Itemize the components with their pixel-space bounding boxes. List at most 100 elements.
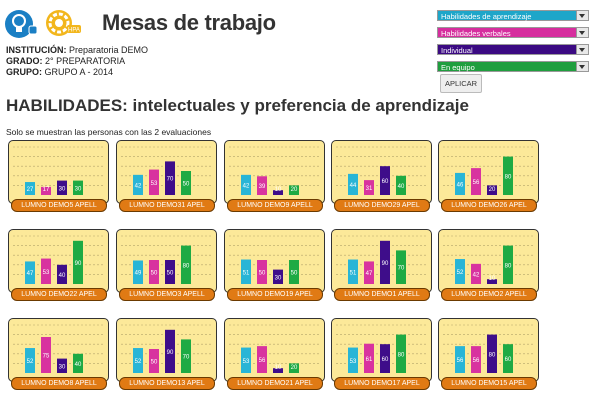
data-label: 47 [27, 271, 34, 277]
data-label: 53 [243, 359, 250, 365]
data-label: 70 [167, 177, 174, 183]
data-label: 50 [183, 182, 190, 188]
student-chart-card[interactable]: 51 47 90 70 LUMNO DEMO1 APELL [331, 229, 432, 301]
chevron-down-icon[interactable] [576, 11, 588, 20]
bar [41, 337, 51, 373]
group-value: GRUPO A - 2014 [44, 67, 114, 77]
data-label: 40 [398, 184, 405, 190]
student-chart-card[interactable]: 52 50 90 70 LUMNO DEMO13 APEL [116, 318, 217, 390]
chevron-down-icon[interactable] [576, 45, 588, 54]
data-label: 52 [27, 359, 34, 365]
data-label: 10 [275, 365, 282, 371]
bar [455, 172, 465, 195]
student-name-label[interactable]: LUMNO DEMO15 APEL [441, 377, 537, 390]
data-label: 56 [259, 358, 266, 364]
bar [181, 339, 191, 373]
student-chart-card[interactable]: 44 31 60 40 LUMNO DEMO29 APEL [331, 140, 432, 212]
logo-badge-text: HPA [68, 28, 80, 34]
data-label: 20 [489, 187, 496, 193]
student-name-label[interactable]: LUMNO DEMO21 APEL [227, 377, 323, 390]
data-label: 42 [135, 183, 142, 189]
bar [487, 185, 497, 195]
data-label: 50 [151, 360, 158, 366]
data-label: 42 [243, 183, 250, 189]
student-chart-card[interactable]: 49 50 50 80 LUMNO DEMO3 APELL [116, 229, 217, 301]
student-name-label[interactable]: LUMNO DEMO19 APEL [227, 288, 323, 301]
data-label: 56 [457, 358, 464, 364]
info-block: INSTITUCIÓN: Preparatoria DEMO GRADO: 2°… [6, 45, 148, 78]
student-chart-card[interactable]: 42 53 70 50 LUMNO DEMO31 APEL [116, 140, 217, 212]
select-value: Habilidades verbales [441, 29, 511, 38]
student-name-label[interactable]: LUMNO DEMO26 APEL [441, 199, 537, 212]
student-name-label[interactable]: LUMNO DEMO22 APEL [11, 288, 107, 301]
bar [257, 176, 267, 195]
data-label: 80 [398, 352, 405, 358]
bar [396, 334, 406, 373]
grade-label: GRADO: [6, 56, 43, 66]
bar [396, 250, 406, 284]
bar-chart: 52 50 90 70 [121, 324, 212, 373]
student-name-label[interactable]: LUMNO DEMO9 APELL [227, 199, 323, 212]
bar [364, 343, 374, 373]
bar [289, 260, 299, 284]
filter-panel: Habilidades de aprendizaje Habilidades v… [437, 10, 589, 78]
data-label: 53 [350, 359, 357, 365]
gear-icon: HPA [46, 10, 81, 36]
data-label: 20 [291, 365, 298, 371]
data-label: 44 [350, 183, 357, 189]
student-name-label[interactable]: LUMNO DEMO17 APEL [334, 377, 430, 390]
institution-label: INSTITUCIÓN: [6, 45, 67, 55]
student-name-label[interactable]: LUMNO DEMO29 APEL [334, 199, 430, 212]
data-label: 31 [366, 186, 373, 192]
data-label: 70 [398, 266, 405, 272]
student-chart-card[interactable]: 27 17 30 30 LUMNO DEMO5 APELL [8, 140, 109, 212]
select-team[interactable]: En equipo [437, 61, 589, 72]
student-chart-card[interactable]: 42 39 10 20 LUMNO DEMO9 APELL [224, 140, 325, 212]
chevron-down-icon[interactable] [576, 28, 588, 37]
student-name-label[interactable]: LUMNO DEMO13 APEL [119, 377, 215, 390]
student-chart-card[interactable]: 53 61 60 80 LUMNO DEMO17 APEL [331, 318, 432, 390]
student-chart-card[interactable]: 52 75 30 40 LUMNO DEMO8 APELL [8, 318, 109, 390]
student-name-label[interactable]: LUMNO DEMO3 APELL [119, 288, 215, 301]
student-chart-card[interactable]: 56 56 80 60 LUMNO DEMO15 APEL [438, 318, 539, 390]
data-label: 10 [275, 187, 282, 193]
data-label: 80 [505, 263, 512, 269]
bar [241, 174, 251, 195]
bar [348, 259, 358, 284]
select-verbal-skills[interactable]: Habilidades verbales [437, 27, 589, 38]
bar [380, 240, 390, 284]
student-chart-card[interactable]: 47 53 40 90 LUMNO DEMO22 APEL [8, 229, 109, 301]
bar [348, 173, 358, 195]
chevron-down-icon[interactable] [576, 62, 588, 71]
bar [273, 190, 283, 195]
bar-chart: 47 53 40 90 [13, 235, 104, 284]
data-label: 20 [291, 187, 298, 193]
bar [73, 353, 83, 373]
apply-button[interactable]: APLICAR [440, 74, 482, 93]
gear-logo: HPA [42, 6, 82, 40]
data-label: 51 [350, 270, 357, 276]
bar [348, 347, 358, 373]
student-name-label[interactable]: LUMNO DEMO1 APELL [334, 288, 430, 301]
student-chart-card[interactable]: 52 42 10 80 LUMNO DEMO2 APELL [438, 229, 539, 301]
student-name-label[interactable]: LUMNO DEMO5 APELL [11, 199, 107, 212]
bar [257, 346, 267, 373]
data-label: 30 [75, 186, 82, 192]
student-name-label[interactable]: LUMNO DEMO2 APELL [441, 288, 537, 301]
student-chart-card[interactable]: 53 56 10 20 LUMNO DEMO21 APEL [224, 318, 325, 390]
student-name-label[interactable]: LUMNO DEMO31 APEL [119, 199, 215, 212]
student-chart-card[interactable]: 51 50 30 50 LUMNO DEMO19 APEL [224, 229, 325, 301]
institution-value: Preparatoria DEMO [69, 45, 149, 55]
filter-note: Solo se muestran las personas con las 2 … [6, 127, 212, 137]
student-name-label[interactable]: LUMNO DEMO8 APELL [11, 377, 107, 390]
data-label: 50 [167, 271, 174, 277]
bar-chart: 53 61 60 80 [336, 324, 427, 373]
bar [149, 260, 159, 284]
bar-chart: 56 56 80 60 [443, 324, 534, 373]
select-individual[interactable]: Individual [437, 44, 589, 55]
data-label: 30 [59, 186, 66, 192]
student-chart-card[interactable]: 46 56 20 80 LUMNO DEMO26 APEL [438, 140, 539, 212]
select-learning-skills[interactable]: Habilidades de aprendizaje [437, 10, 589, 21]
bar [57, 358, 67, 373]
bar [396, 175, 406, 195]
